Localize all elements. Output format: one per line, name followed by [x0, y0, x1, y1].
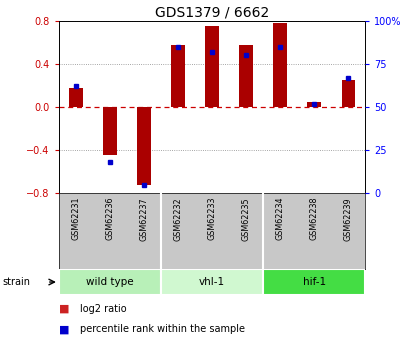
Text: GSM62232: GSM62232: [173, 197, 183, 240]
Bar: [59, 269, 161, 295]
Text: ■: ■: [59, 304, 69, 314]
Text: ■: ■: [59, 325, 69, 334]
Title: GDS1379 / 6662: GDS1379 / 6662: [155, 6, 269, 20]
Bar: [171, 46, 185, 107]
Text: GSM62236: GSM62236: [105, 197, 114, 240]
Bar: [137, 107, 151, 185]
Text: wild type: wild type: [86, 277, 134, 287]
Text: hif-1: hif-1: [303, 277, 326, 287]
Bar: [273, 23, 287, 107]
Bar: [205, 26, 219, 107]
Text: GSM62231: GSM62231: [71, 197, 80, 240]
Bar: [69, 88, 83, 107]
Bar: [263, 269, 365, 295]
Bar: [341, 80, 355, 107]
Text: log2 ratio: log2 ratio: [80, 304, 126, 314]
Text: GSM62234: GSM62234: [276, 197, 285, 240]
Text: GSM62237: GSM62237: [139, 197, 148, 240]
Text: GSM62235: GSM62235: [241, 197, 251, 240]
Text: GSM62233: GSM62233: [207, 197, 217, 240]
Text: GSM62239: GSM62239: [344, 197, 353, 240]
Text: vhl-1: vhl-1: [199, 277, 225, 287]
Bar: [103, 107, 117, 156]
Bar: [239, 46, 253, 107]
Bar: [307, 101, 321, 107]
Text: GSM62238: GSM62238: [310, 197, 319, 240]
Text: strain: strain: [2, 277, 30, 287]
Text: percentile rank within the sample: percentile rank within the sample: [80, 325, 245, 334]
Bar: [161, 269, 263, 295]
